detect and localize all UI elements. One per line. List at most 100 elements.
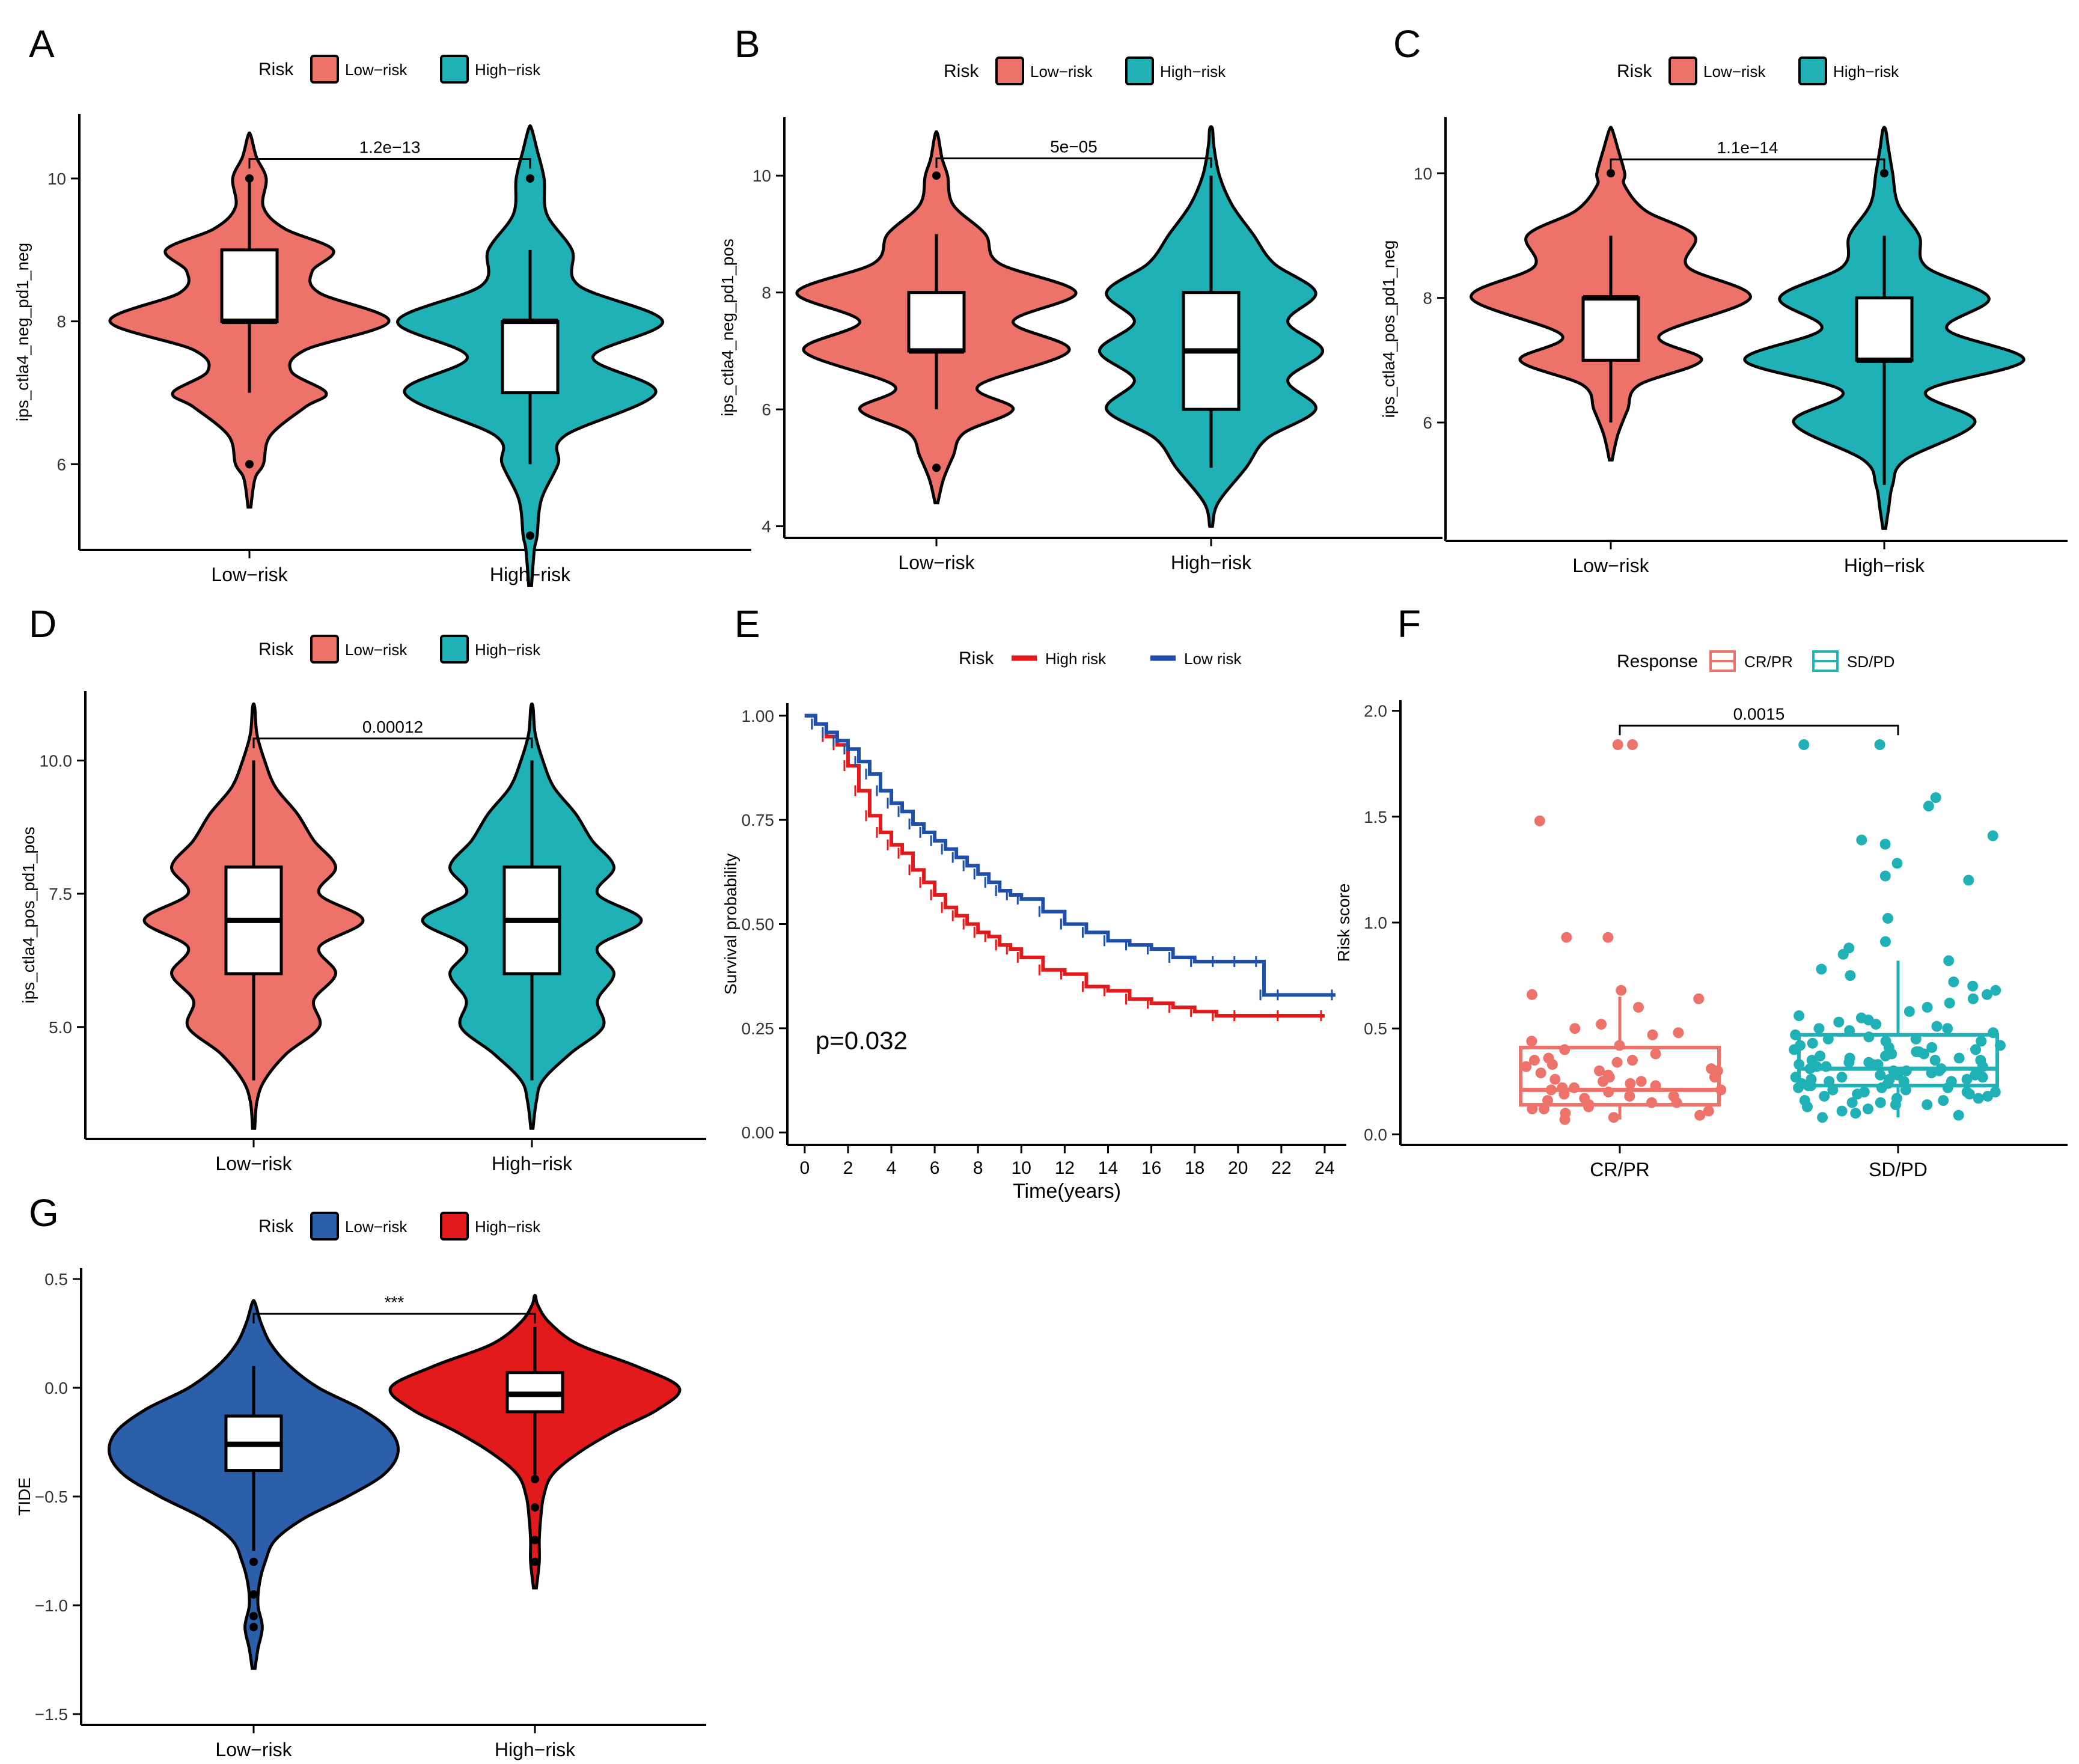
legend-label: High risk	[1045, 650, 1107, 668]
y-tick-label: 0.5	[1364, 1019, 1387, 1038]
panel-label: G	[29, 1191, 59, 1234]
data-point	[1647, 1029, 1658, 1040]
data-point	[1611, 1057, 1623, 1068]
data-point	[1557, 1082, 1568, 1093]
x-tick-label: High−risk	[492, 1153, 573, 1174]
data-point	[1988, 1027, 1999, 1039]
legend-label: Low−risk	[1030, 63, 1093, 81]
x-tick-label: CR/PR	[1590, 1159, 1650, 1180]
x-tick-label: 2	[843, 1158, 853, 1178]
x-tick-label: 6	[930, 1158, 940, 1178]
box	[1581, 296, 1640, 362]
data-point	[1608, 1112, 1619, 1123]
x-tick-label: High−risk	[1844, 555, 1925, 576]
data-point	[1821, 1061, 1832, 1072]
x-tick-label: 14	[1098, 1158, 1118, 1178]
panel-label: F	[1397, 602, 1421, 645]
legend-label: Low risk	[1184, 650, 1242, 668]
data-point	[1624, 1090, 1635, 1102]
legend-label: Low−risk	[345, 1218, 408, 1236]
data-point	[1953, 1052, 1965, 1064]
data-point	[1961, 1073, 1973, 1085]
data-point	[1948, 976, 1959, 987]
data-point	[1626, 1055, 1638, 1066]
y-tick-label: 0.25	[742, 1019, 775, 1038]
km-curve-high-risk	[804, 713, 1325, 1018]
data-point	[1891, 858, 1903, 869]
data-point	[1625, 1078, 1636, 1089]
data-point	[1804, 1063, 1816, 1075]
data-point	[1923, 801, 1934, 812]
box	[220, 248, 279, 323]
data-point	[1824, 1076, 1835, 1087]
legend-label: Low−risk	[345, 61, 408, 79]
data-point	[1616, 984, 1627, 996]
p-value-label: 1.1e−14	[1717, 138, 1778, 157]
y-axis-title: ips_ctla4_neg_pd1_neg	[13, 243, 32, 421]
x-tick-label: 24	[1314, 1158, 1334, 1178]
y-tick-label: 0.00	[742, 1123, 775, 1142]
data-point	[1596, 1019, 1607, 1030]
panel-b: B Risk Low−risk High−risk 4 6 8 10 ips_ctla4_neg…	[718, 22, 1442, 573]
y-tick-label: 6	[762, 400, 771, 419]
data-point	[1844, 1025, 1855, 1036]
significance-bracket	[935, 157, 1212, 168]
legend-label: SD/PD	[1847, 653, 1894, 671]
p-value-label: 0.0015	[1733, 704, 1785, 723]
y-tick-label: −0.5	[35, 1488, 68, 1506]
data-point	[1994, 1040, 2006, 1051]
legend-swatch	[310, 55, 339, 84]
y-tick-label: 8	[56, 313, 66, 331]
data-point	[1973, 1093, 1984, 1104]
data-point	[1790, 1072, 1801, 1083]
data-point	[1890, 1099, 1901, 1111]
data-point	[1593, 1065, 1605, 1076]
outlier-point	[932, 171, 941, 180]
y-axis-title: TIDE	[15, 1477, 34, 1516]
panel-e: E Risk High risk Low risk 0.00 0.25 0.50 0.75 1.…	[721, 602, 1346, 1203]
data-point	[1953, 1109, 1964, 1121]
data-point	[1844, 1052, 1855, 1064]
box	[501, 320, 560, 395]
legend-title: Risk	[944, 61, 979, 81]
outlier-point	[1607, 169, 1615, 178]
data-point	[1703, 1105, 1714, 1117]
x-tick-label: 0	[799, 1158, 810, 1178]
data-point	[1836, 1072, 1848, 1083]
panel-label: C	[1393, 22, 1421, 66]
data-point	[1845, 970, 1856, 981]
panel-g: G Risk Low−risk High−risk −1.5 −1.0 −0.5 0.0 0.5…	[15, 1191, 706, 1760]
data-point	[1794, 1059, 1805, 1070]
outlier-point	[531, 1536, 539, 1545]
data-point	[1646, 1097, 1657, 1108]
data-point	[1967, 980, 1979, 992]
data-point	[1850, 1108, 1861, 1119]
data-point	[1931, 1021, 1943, 1032]
data-point	[1852, 1088, 1863, 1100]
data-point	[1798, 739, 1810, 750]
data-point	[1561, 932, 1572, 943]
data-point	[1882, 912, 1893, 924]
data-point	[1987, 830, 1998, 841]
data-point	[1693, 993, 1705, 1004]
data-point	[1900, 1084, 1911, 1096]
y-tick-label: 5.0	[49, 1018, 72, 1037]
significance-bracket	[252, 737, 533, 748]
data-point	[1833, 1016, 1845, 1028]
legend-label: CR/PR	[1744, 653, 1793, 671]
legend-title: Risk	[258, 60, 294, 79]
data-point	[1837, 948, 1849, 960]
panel-label: A	[29, 22, 55, 66]
y-axis-title: ips_ctla4_neg_pd1_pos	[718, 239, 737, 417]
data-point	[1875, 1097, 1886, 1108]
p-value-label: 5e−05	[1050, 137, 1098, 156]
legend-swatch	[440, 635, 469, 664]
panel-label: D	[29, 602, 56, 645]
x-tick-label: Low−risk	[215, 1153, 292, 1174]
legend-label: High−risk	[475, 1218, 541, 1236]
data-point	[1879, 870, 1891, 882]
y-tick-label: 8	[762, 284, 771, 302]
data-point	[1910, 1033, 1922, 1045]
data-point	[1673, 1027, 1684, 1039]
